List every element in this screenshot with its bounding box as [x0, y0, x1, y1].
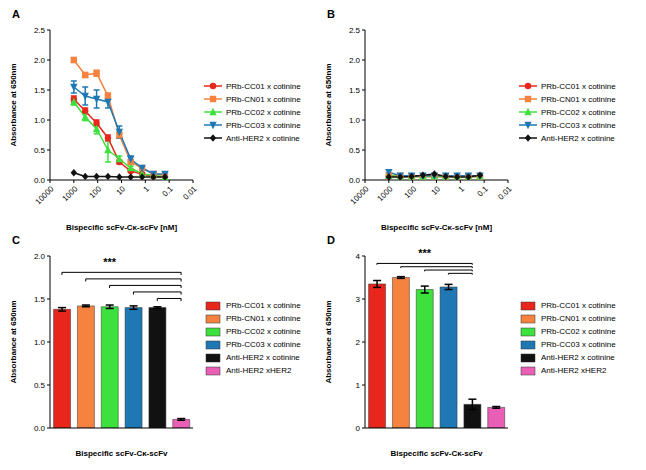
svg-text:2: 2 [356, 338, 361, 347]
svg-text:0.5: 0.5 [34, 146, 46, 155]
svg-text:2.5: 2.5 [349, 26, 361, 35]
svg-text:1.0: 1.0 [34, 338, 46, 347]
svg-text:0.01: 0.01 [496, 184, 514, 202]
svg-text:0.0: 0.0 [349, 176, 361, 185]
svg-text:Bispecific scFv-Cκ-scFv [nM]: Bispecific scFv-Cκ-scFv [nM] [381, 223, 492, 232]
svg-text:0: 0 [356, 424, 361, 433]
html-text:PRb-CC02 x cotinine: PRb-CC02 x cotinine [226, 107, 301, 117]
svg-text:Absorbance at 650nm: Absorbance at 650nm [324, 63, 333, 146]
html-text:Anti-HER2 x cotinine: Anti-HER2 x cotinine [226, 133, 300, 143]
html-text:Anti-HER2 x cotinine: Anti-HER2 x cotinine [541, 133, 615, 143]
svg-text:0.5: 0.5 [349, 146, 361, 155]
html-text:Anti-HER2 xHER2: Anti-HER2 xHER2 [226, 366, 292, 375]
svg-text:4: 4 [356, 252, 361, 261]
svg-text:100: 100 [88, 184, 104, 200]
svg-text:10000: 10000 [349, 184, 371, 206]
html-text:PRb-CN01 x cotinine: PRb-CN01 x cotinine [226, 314, 301, 323]
svg-text:1.0: 1.0 [349, 116, 361, 125]
svg-text:1.5: 1.5 [34, 86, 46, 95]
svg-text:2.0: 2.0 [34, 56, 46, 65]
html-text:Anti-HER2 x cotinine: Anti-HER2 x cotinine [541, 353, 615, 362]
svg-text:2.0: 2.0 [349, 56, 361, 65]
svg-text:100: 100 [403, 184, 419, 200]
svg-text:Bispecific scFv-Cκ-scFv: Bispecific scFv-Cκ-scFv [390, 449, 483, 458]
svg-text:0.0: 0.0 [34, 424, 46, 433]
svg-text:0.1: 0.1 [476, 184, 491, 199]
svg-text:0.1: 0.1 [161, 184, 176, 199]
html-text:C: C [12, 234, 20, 246]
svg-text:1000: 1000 [61, 184, 80, 203]
svg-text:***: *** [418, 248, 432, 259]
html-text:Anti-HER2 x cotinine: Anti-HER2 x cotinine [226, 353, 300, 362]
html-text:PRb-CN01 x cotinine: PRb-CN01 x cotinine [541, 94, 616, 104]
svg-text:3: 3 [356, 295, 361, 304]
html-text:B: B [327, 8, 335, 20]
svg-text:Bispecific scFv-Cκ-scFv: Bispecific scFv-Cκ-scFv [75, 449, 168, 458]
html-text:PRb-CC02 x cotinine: PRb-CC02 x cotinine [541, 327, 616, 336]
html-text:PRb-CC03 x cotinine: PRb-CC03 x cotinine [226, 120, 301, 130]
html-text:PRb-CN01 x cotinine: PRb-CN01 x cotinine [541, 314, 616, 323]
svg-text:Absorbance at 650nm: Absorbance at 650nm [324, 300, 333, 383]
svg-text:10: 10 [429, 184, 442, 197]
svg-text:1000: 1000 [376, 184, 395, 203]
svg-text:0.0: 0.0 [34, 176, 46, 185]
svg-text:Bispecific scFv-Cκ-scFv [nM]: Bispecific scFv-Cκ-scFv [nM] [66, 223, 177, 232]
svg-text:2.0: 2.0 [34, 252, 46, 261]
svg-text:Absorbance at 650nm: Absorbance at 650nm [9, 300, 18, 383]
html-text:PRb-CN01 x cotinine: PRb-CN01 x cotinine [226, 94, 301, 104]
svg-text:Absorbance at 650nm: Absorbance at 650nm [9, 63, 18, 146]
svg-text:2.5: 2.5 [34, 26, 46, 35]
svg-text:1: 1 [456, 184, 466, 194]
html-text:PRb-CC01 x cotinine: PRb-CC01 x cotinine [226, 301, 301, 310]
html-text:PRb-CC03 x cotinine: PRb-CC03 x cotinine [541, 340, 616, 349]
html-text:D: D [327, 234, 335, 246]
svg-text:1.5: 1.5 [349, 86, 361, 95]
html-text:PRb-CC03 x cotinine: PRb-CC03 x cotinine [541, 120, 616, 130]
svg-text:1.0: 1.0 [34, 116, 46, 125]
html-text:PRb-CC03 x cotinine: PRb-CC03 x cotinine [226, 340, 301, 349]
html-text:A: A [12, 8, 20, 20]
svg-text:1.5: 1.5 [34, 295, 46, 304]
svg-text:10: 10 [114, 184, 127, 197]
svg-text:***: *** [103, 256, 117, 268]
html-text:PRb-CC01 x cotinine: PRb-CC01 x cotinine [541, 81, 616, 91]
html-text:PRb-CC01 x cotinine: PRb-CC01 x cotinine [541, 301, 616, 310]
svg-text:0.01: 0.01 [181, 184, 199, 202]
svg-text:1: 1 [356, 381, 361, 390]
html-text:PRb-CC02 x cotinine: PRb-CC02 x cotinine [226, 327, 301, 336]
svg-text:0.5: 0.5 [34, 381, 46, 390]
html-text:Anti-HER2 xHER2: Anti-HER2 xHER2 [541, 366, 607, 375]
html-text:PRb-CC02 x cotinine: PRb-CC02 x cotinine [541, 107, 616, 117]
svg-text:10000: 10000 [34, 184, 56, 206]
html-text:PRb-CC01 x cotinine: PRb-CC01 x cotinine [226, 81, 301, 91]
svg-text:1: 1 [141, 184, 151, 194]
